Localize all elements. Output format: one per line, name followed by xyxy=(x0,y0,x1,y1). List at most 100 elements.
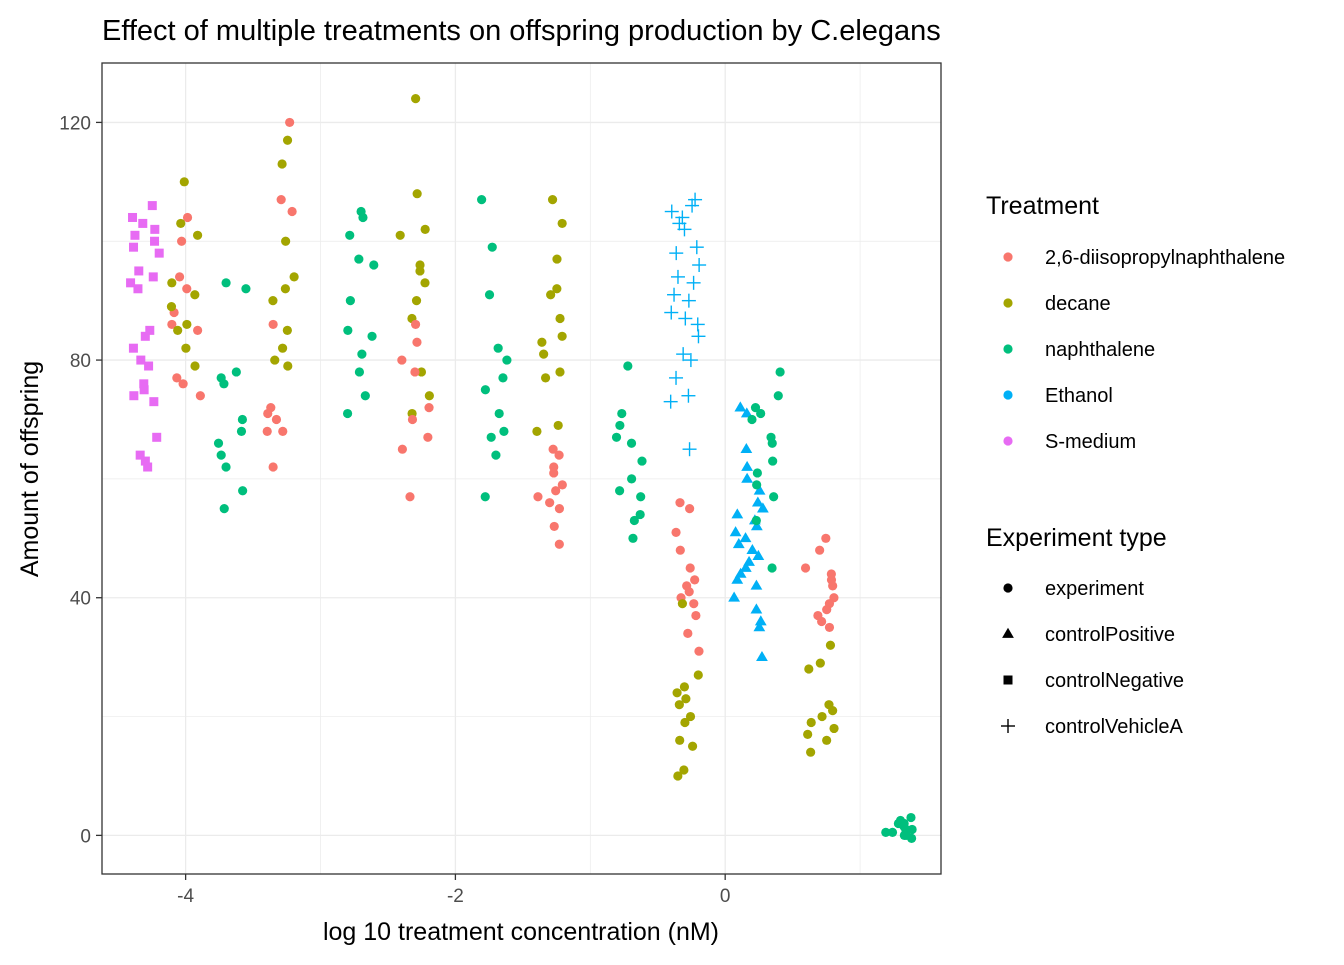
data-point xyxy=(740,442,753,454)
data-point xyxy=(739,561,752,572)
data-point xyxy=(487,242,497,252)
data-point xyxy=(397,444,407,454)
y-tick-label: 80 xyxy=(70,351,91,372)
data-point xyxy=(167,278,177,288)
data-point xyxy=(751,496,764,507)
data-point xyxy=(416,367,427,377)
data-point xyxy=(731,508,744,519)
data-point xyxy=(420,224,430,234)
data-point xyxy=(343,325,353,335)
data-point xyxy=(667,287,682,302)
data-point xyxy=(732,538,745,549)
data-point xyxy=(682,442,697,457)
data-point xyxy=(221,462,231,472)
data-point xyxy=(623,361,633,371)
legend-key-shape xyxy=(1003,583,1013,593)
data-point xyxy=(545,498,555,508)
data-point xyxy=(150,224,160,234)
data-point xyxy=(285,117,295,128)
data-point xyxy=(412,189,422,199)
data-point xyxy=(906,812,916,823)
data-point xyxy=(685,711,696,722)
legend-label-treatment: Ethanol xyxy=(1045,385,1113,407)
data-point xyxy=(750,520,763,531)
data-point xyxy=(615,486,625,496)
data-point xyxy=(679,765,689,775)
data-point xyxy=(182,319,192,330)
data-point xyxy=(687,741,698,751)
data-point xyxy=(731,573,744,584)
legend-key-color xyxy=(1003,436,1013,446)
data-point xyxy=(693,670,703,680)
data-point xyxy=(130,230,140,240)
data-point xyxy=(669,246,684,261)
legend-label-treatment: S-medium xyxy=(1045,431,1136,453)
data-point xyxy=(887,827,898,838)
data-point xyxy=(690,317,705,332)
data-point xyxy=(424,391,434,401)
data-point xyxy=(664,305,679,320)
data-point xyxy=(271,414,282,425)
data-point xyxy=(167,319,177,330)
data-point xyxy=(689,599,699,609)
data-point xyxy=(881,827,891,838)
data-point xyxy=(134,266,144,276)
data-point xyxy=(752,480,762,490)
data-point xyxy=(354,367,365,377)
data-point xyxy=(176,218,186,229)
data-point xyxy=(907,824,917,835)
data-point xyxy=(143,462,153,472)
data-point xyxy=(828,581,838,591)
data-point xyxy=(546,290,556,300)
y-tick-label: 40 xyxy=(70,589,91,610)
data-point xyxy=(670,269,685,284)
data-point xyxy=(237,414,248,425)
data-point xyxy=(817,616,827,627)
data-point xyxy=(241,284,251,294)
data-point xyxy=(498,373,508,383)
data-point xyxy=(138,218,148,228)
data-point xyxy=(177,236,187,246)
data-point xyxy=(397,355,407,365)
data-point xyxy=(685,504,695,514)
data-point xyxy=(221,278,231,288)
data-point xyxy=(691,610,701,621)
data-point xyxy=(557,218,567,229)
data-point xyxy=(681,388,696,403)
data-point xyxy=(148,272,158,282)
data-point xyxy=(190,361,200,371)
data-point xyxy=(553,420,563,431)
data-point xyxy=(174,272,185,282)
data-point xyxy=(499,426,509,436)
data-point xyxy=(540,373,551,383)
data-point xyxy=(671,527,681,537)
data-point xyxy=(675,545,685,555)
data-point xyxy=(821,533,831,543)
data-point xyxy=(369,260,379,270)
data-point xyxy=(182,212,193,223)
data-point xyxy=(129,391,139,401)
data-point xyxy=(345,230,355,240)
data-point xyxy=(486,432,496,442)
data-point xyxy=(412,337,422,347)
data-point xyxy=(615,420,625,431)
data-point xyxy=(685,563,695,573)
data-point xyxy=(219,379,229,389)
data-point xyxy=(152,432,162,442)
data-point xyxy=(681,293,696,308)
data-point xyxy=(690,575,700,585)
data-point xyxy=(822,735,832,745)
data-point xyxy=(739,532,752,543)
data-point xyxy=(411,296,422,306)
data-point xyxy=(729,526,742,537)
data-point xyxy=(756,408,766,419)
data-point xyxy=(629,515,639,526)
data-point xyxy=(238,486,248,496)
data-point xyxy=(420,278,430,288)
data-point xyxy=(213,438,224,448)
data-point xyxy=(768,456,778,466)
data-point xyxy=(494,408,504,419)
data-point xyxy=(803,729,813,739)
